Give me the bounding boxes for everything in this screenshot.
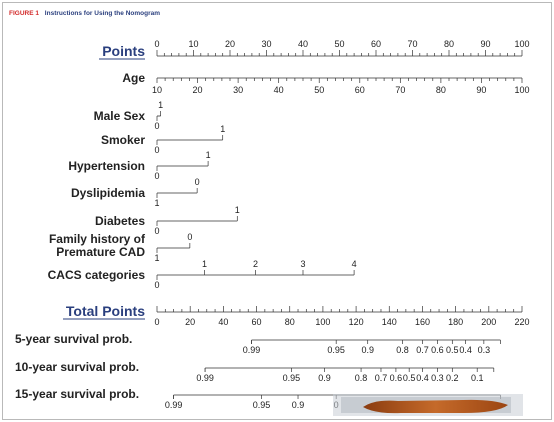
variable-1-label: Male Sex — [94, 109, 146, 123]
survival-1-tick-label: 0.95 — [327, 345, 345, 355]
variable-6-level-label: 0 — [187, 232, 192, 242]
points-tick-label: 60 — [371, 39, 381, 49]
total-tick-label: 100 — [315, 317, 330, 327]
points-tick-label: 70 — [407, 39, 417, 49]
total-tick-label: 80 — [285, 317, 295, 327]
survival-1-tick-label: 0.9 — [361, 345, 374, 355]
total-tick-label: 60 — [252, 317, 262, 327]
variable-7-level-label: 0 — [154, 280, 159, 290]
variable-3-label: Hypertension — [68, 159, 145, 173]
survival-1-label: 5-year survival prob. — [15, 332, 132, 346]
survival-1-tick-label: 0.8 — [396, 345, 409, 355]
age-tick-label: 60 — [355, 85, 365, 95]
image-smudge — [333, 394, 523, 416]
variable-3-level-label: 0 — [154, 171, 159, 181]
caption: FIGURE 1 Instructions for Using the Nomo… — [9, 10, 160, 17]
variable-1-level-label: 1 — [158, 100, 163, 110]
points-axis-label: Points — [102, 43, 145, 59]
total-tick-label: 160 — [415, 317, 430, 327]
survival-1-tick-label: 0.3 — [478, 345, 491, 355]
age-tick-label: 20 — [193, 85, 203, 95]
nomogram-chart: FIGURE 1 Instructions for Using the Nomo… — [9, 10, 530, 416]
survival-2-tick-label: 0.9 — [318, 373, 331, 383]
points-tick-label: 20 — [225, 39, 235, 49]
survival-3-tick-label: 0.95 — [253, 400, 271, 410]
survival-1-tick-label: 0.99 — [243, 345, 261, 355]
variable-4-label: Dyslipidemia — [71, 186, 145, 200]
points-tick-label: 90 — [480, 39, 490, 49]
age-tick-label: 100 — [514, 85, 529, 95]
total-tick-label: 0 — [154, 317, 159, 327]
survival-2-tick-label: 0.99 — [196, 373, 214, 383]
survival-3-label: 15-year survival prob. — [15, 387, 139, 401]
survival-2-tick-label: 0.7 — [375, 373, 388, 383]
brush-stroke — [363, 399, 508, 414]
variable-5-level-label: 0 — [154, 226, 159, 236]
variable-7-level-label: 4 — [352, 259, 357, 269]
variable-7-level-label: 1 — [202, 259, 207, 269]
points-tick-label: 80 — [444, 39, 454, 49]
variable-6-label-line1: Family history of — [49, 232, 146, 246]
variable-5-label: Diabetes — [95, 214, 145, 228]
total-points-label: Total Points — [66, 303, 145, 319]
survival-2-tick-label: 0.8 — [355, 373, 368, 383]
survival-1-tick-label: 0.5 — [446, 345, 459, 355]
variable-6-label-line2: Premature CAD — [56, 245, 145, 259]
survival-2-tick-label: 0.5 — [403, 373, 416, 383]
total-tick-label: 200 — [481, 317, 496, 327]
age-label: Age — [122, 71, 145, 85]
variable-5-level-label: 1 — [235, 205, 240, 215]
variable-6-level-label: 1 — [154, 253, 159, 263]
points-tick-label: 30 — [261, 39, 271, 49]
points-tick-label: 100 — [514, 39, 529, 49]
variable-7-level-label: 3 — [300, 259, 305, 269]
survival-2-tick-label: 0.4 — [416, 373, 429, 383]
age-tick-label: 30 — [233, 85, 243, 95]
variable-2-level-label: 1 — [220, 124, 225, 134]
survival-2-tick-label: 0.6 — [390, 373, 403, 383]
points-tick-label: 0 — [154, 39, 159, 49]
total-tick-label: 40 — [218, 317, 228, 327]
variable-2-label: Smoker — [101, 133, 145, 147]
survival-1-tick-label: 0.4 — [459, 345, 472, 355]
age-tick-label: 10 — [152, 85, 162, 95]
variable-1-level-label: 0 — [154, 121, 159, 131]
total-tick-label: 20 — [185, 317, 195, 327]
survival-2-tick-label: 0.2 — [446, 373, 459, 383]
total-tick-label: 220 — [514, 317, 529, 327]
points-tick-label: 10 — [188, 39, 198, 49]
total-points-axis: Total Points 0 20 40 60 80 100 120 140 160 180 200 2… — [63, 303, 530, 327]
survival-2-tick-label: 0.95 — [283, 373, 301, 383]
age-tick-label: 70 — [395, 85, 405, 95]
age-tick-label: 50 — [314, 85, 324, 95]
total-tick-label: 140 — [382, 317, 397, 327]
survival-2-tick-label: 0.3 — [431, 373, 444, 383]
age-tick-label: 90 — [476, 85, 486, 95]
points-tick-label: 40 — [298, 39, 308, 49]
total-tick-label: 120 — [349, 317, 364, 327]
variable-3-level-label: 1 — [206, 150, 211, 160]
survival-1-tick-label: 0.6 — [431, 345, 444, 355]
variable-2-level-label: 0 — [154, 145, 159, 155]
survival-1-tick-label: 0.7 — [416, 345, 429, 355]
points-axis: Points 0 10 20 30 40 50 60 70 80 90 100 — [99, 39, 530, 60]
survival-2-tick-label: 0.1 — [471, 373, 484, 383]
survival-3-tick-label: 0.99 — [165, 400, 183, 410]
survival-2-label: 10-year survival prob. — [15, 360, 139, 374]
points-tick-label: 50 — [334, 39, 344, 49]
caption-text: Instructions for Using the Nomogram — [45, 10, 160, 17]
variable-4-level-label: 0 — [195, 177, 200, 187]
caption-figure-label: FIGURE 1 — [9, 10, 39, 17]
survival-3-tick-label: 0.9 — [292, 400, 305, 410]
variable-4-level-label: 1 — [154, 198, 159, 208]
age-tick-label: 80 — [436, 85, 446, 95]
variable-7-level-label: 2 — [253, 259, 258, 269]
total-tick-label: 180 — [448, 317, 463, 327]
variable-7-label: CACS categories — [48, 268, 146, 282]
age-tick-label: 40 — [274, 85, 284, 95]
